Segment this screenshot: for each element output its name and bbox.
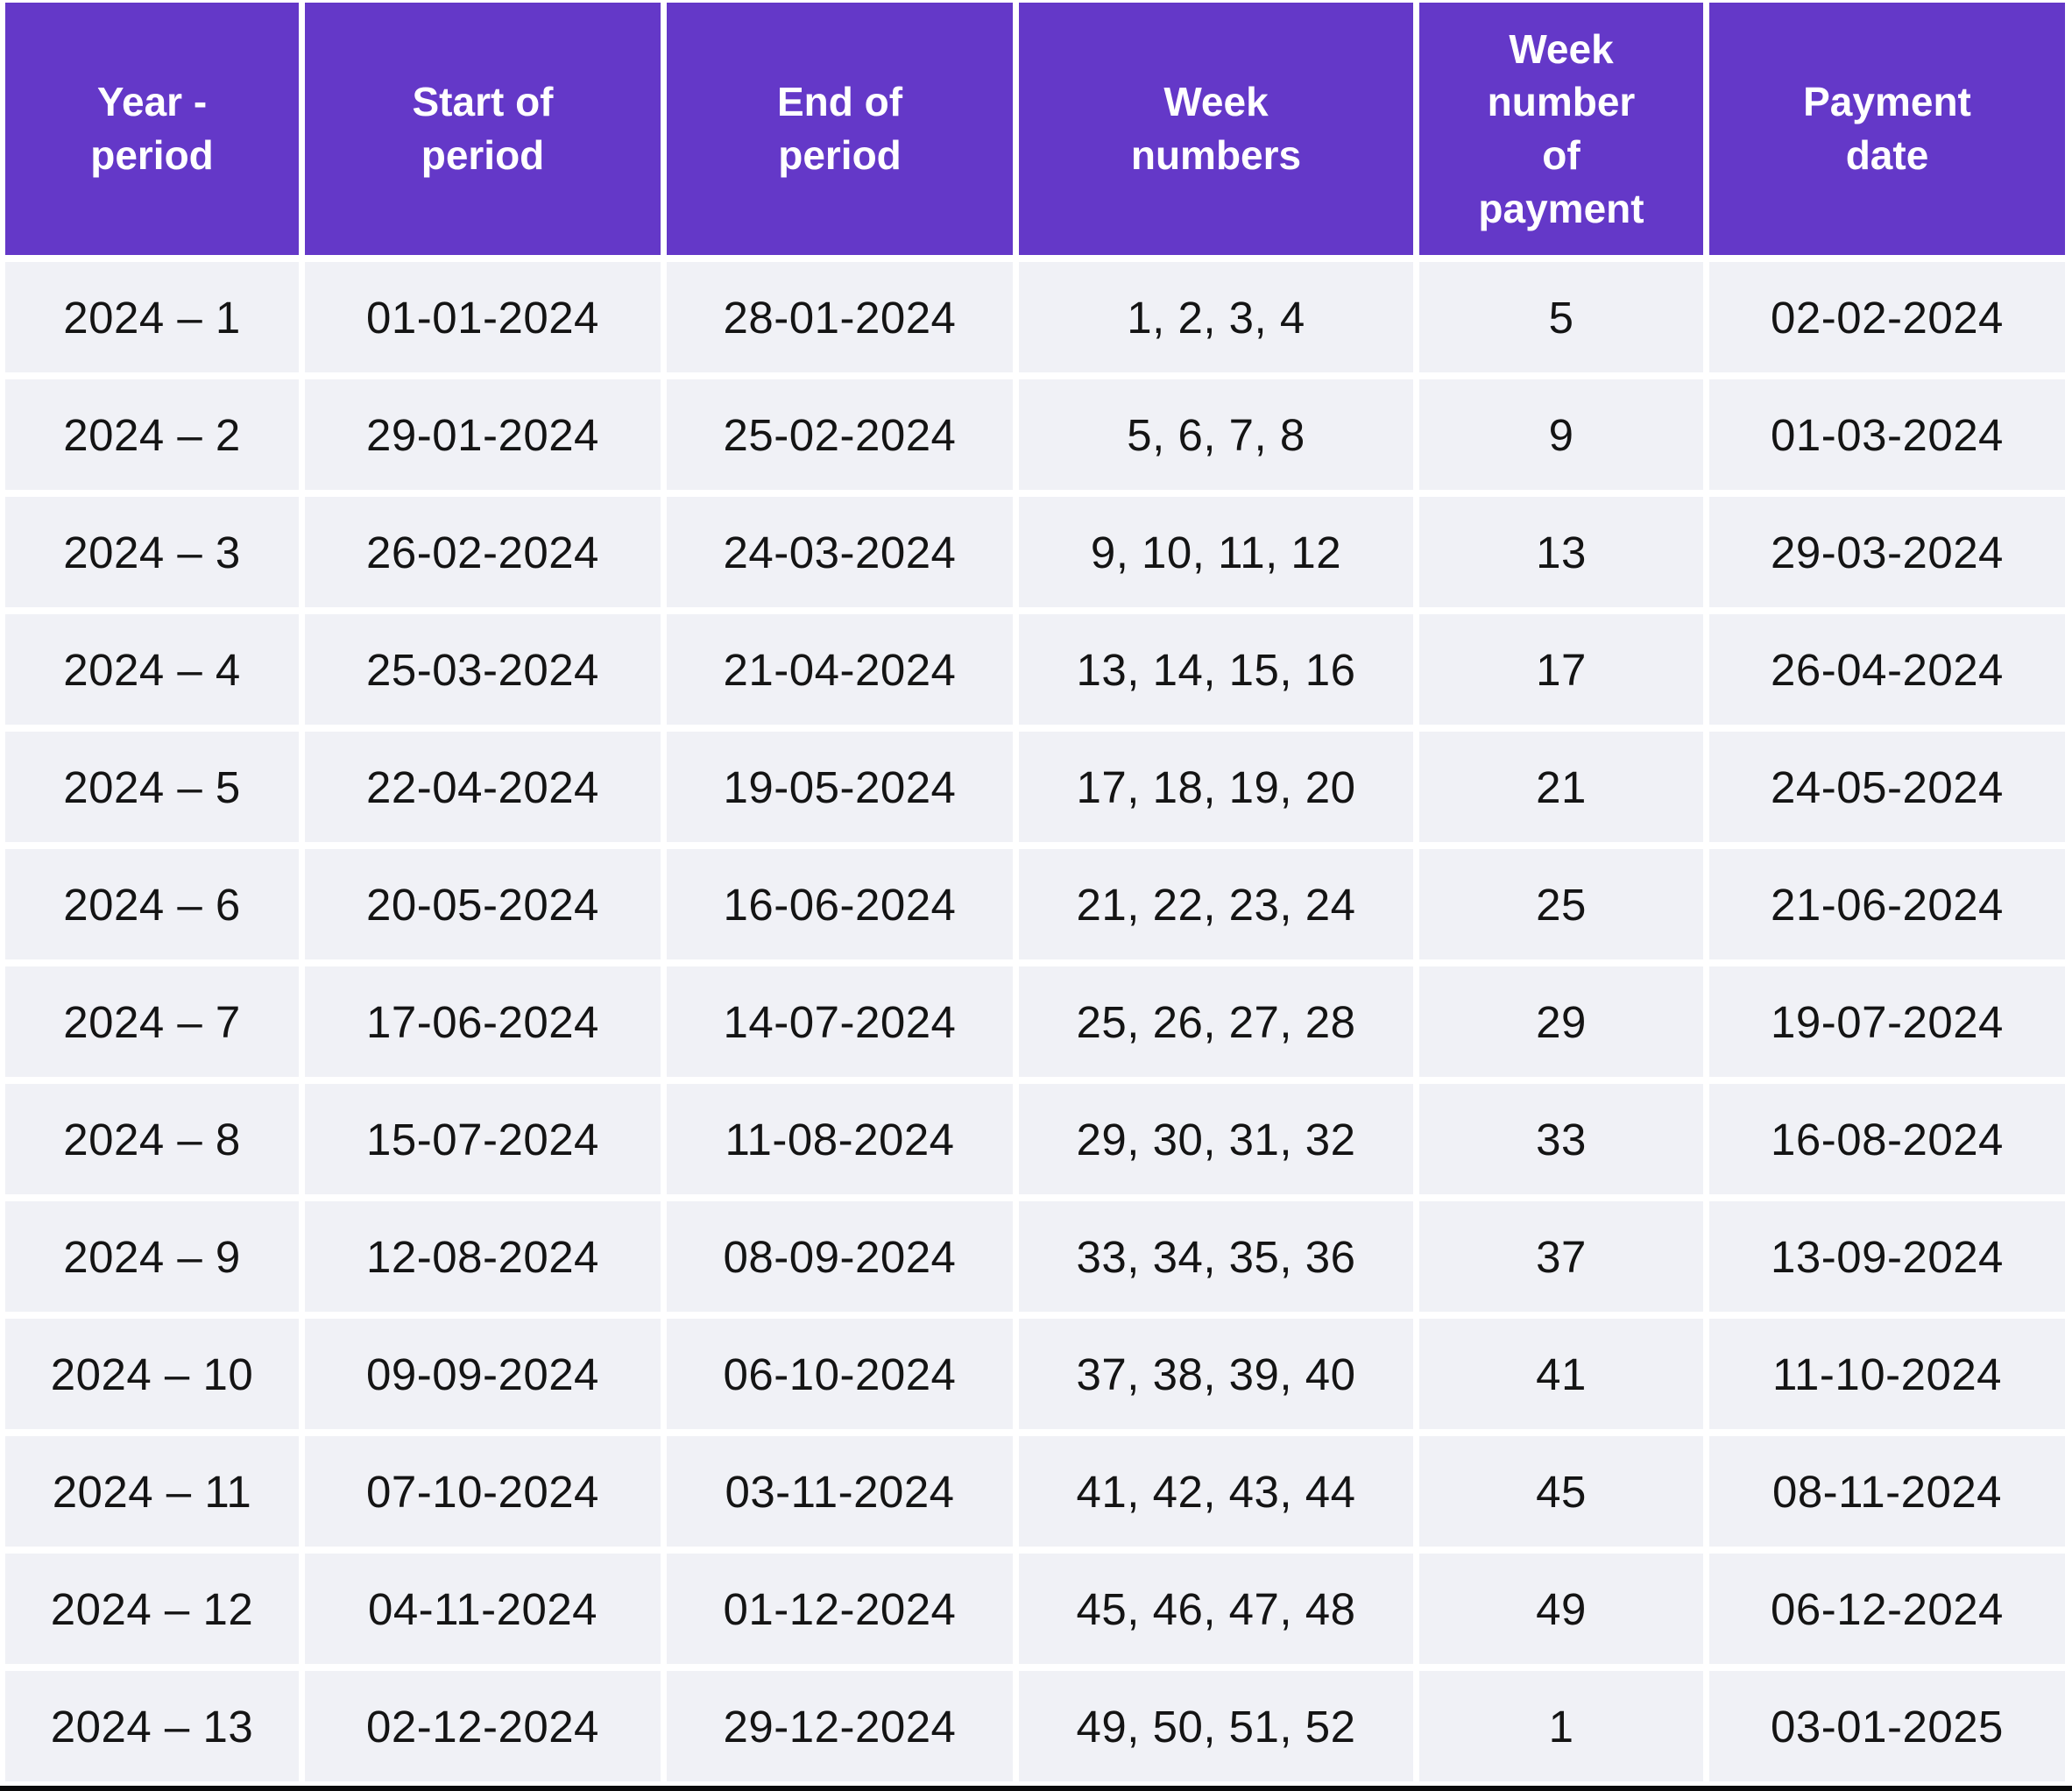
cell-week-numbers: 37, 38, 39, 40 bbox=[1019, 1319, 1413, 1429]
cell-start-of-period: 22-04-2024 bbox=[305, 732, 661, 842]
column-header-start-of-period: Start of period bbox=[305, 3, 661, 255]
cell-end-of-period: 28-01-2024 bbox=[667, 262, 1013, 372]
cell-year-period: 2024 – 13 bbox=[5, 1671, 299, 1781]
column-header-payment-week-number: Week number of payment bbox=[1419, 3, 1703, 255]
cell-end-of-period: 25-02-2024 bbox=[667, 379, 1013, 490]
cell-year-period: 2024 – 11 bbox=[5, 1436, 299, 1547]
cell-end-of-period: 11-08-2024 bbox=[667, 1084, 1013, 1194]
cell-year-period: 2024 – 8 bbox=[5, 1084, 299, 1194]
cell-week-numbers: 17, 18, 19, 20 bbox=[1019, 732, 1413, 842]
cell-end-of-period: 24-03-2024 bbox=[667, 497, 1013, 607]
cell-end-of-period: 03-11-2024 bbox=[667, 1436, 1013, 1547]
cell-payment-date: 24-05-2024 bbox=[1709, 732, 2065, 842]
cell-start-of-period: 02-12-2024 bbox=[305, 1671, 661, 1781]
cell-week-numbers: 33, 34, 35, 36 bbox=[1019, 1201, 1413, 1312]
cell-year-period: 2024 – 1 bbox=[5, 262, 299, 372]
cell-payment-week-number: 13 bbox=[1419, 497, 1703, 607]
cell-payment-date: 11-10-2024 bbox=[1709, 1319, 2065, 1429]
cell-start-of-period: 12-08-2024 bbox=[305, 1201, 661, 1312]
cell-start-of-period: 15-07-2024 bbox=[305, 1084, 661, 1194]
cell-year-period: 2024 – 10 bbox=[5, 1319, 299, 1429]
cell-end-of-period: 06-10-2024 bbox=[667, 1319, 1013, 1429]
cell-week-numbers: 21, 22, 23, 24 bbox=[1019, 849, 1413, 959]
cell-start-of-period: 20-05-2024 bbox=[305, 849, 661, 959]
cell-week-numbers: 5, 6, 7, 8 bbox=[1019, 379, 1413, 490]
column-header-week-numbers: Week numbers bbox=[1019, 3, 1413, 255]
cell-start-of-period: 29-01-2024 bbox=[305, 379, 661, 490]
cell-payment-date: 19-07-2024 bbox=[1709, 966, 2065, 1077]
column-header-end-of-period: End of period bbox=[667, 3, 1013, 255]
cell-payment-week-number: 49 bbox=[1419, 1554, 1703, 1664]
cell-week-numbers: 29, 30, 31, 32 bbox=[1019, 1084, 1413, 1194]
cell-payment-week-number: 25 bbox=[1419, 849, 1703, 959]
cell-year-period: 2024 – 7 bbox=[5, 966, 299, 1077]
cell-payment-week-number: 1 bbox=[1419, 1671, 1703, 1781]
column-header-year-period: Year - period bbox=[5, 3, 299, 255]
cell-payment-week-number: 45 bbox=[1419, 1436, 1703, 1547]
cell-end-of-period: 08-09-2024 bbox=[667, 1201, 1013, 1312]
cell-year-period: 2024 – 5 bbox=[5, 732, 299, 842]
cell-start-of-period: 09-09-2024 bbox=[305, 1319, 661, 1429]
cell-year-period: 2024 – 9 bbox=[5, 1201, 299, 1312]
cell-payment-week-number: 17 bbox=[1419, 614, 1703, 725]
cell-payment-week-number: 29 bbox=[1419, 966, 1703, 1077]
cell-payment-week-number: 41 bbox=[1419, 1319, 1703, 1429]
cell-payment-date: 29-03-2024 bbox=[1709, 497, 2065, 607]
cell-payment-date: 16-08-2024 bbox=[1709, 1084, 2065, 1194]
cell-payment-date: 26-04-2024 bbox=[1709, 614, 2065, 725]
cell-start-of-period: 01-01-2024 bbox=[305, 262, 661, 372]
cell-payment-week-number: 5 bbox=[1419, 262, 1703, 372]
cell-week-numbers: 25, 26, 27, 28 bbox=[1019, 966, 1413, 1077]
cell-week-numbers: 49, 50, 51, 52 bbox=[1019, 1671, 1413, 1781]
cell-year-period: 2024 – 2 bbox=[5, 379, 299, 490]
cell-end-of-period: 29-12-2024 bbox=[667, 1671, 1013, 1781]
cell-payment-date: 08-11-2024 bbox=[1709, 1436, 2065, 1547]
cell-year-period: 2024 – 6 bbox=[5, 849, 299, 959]
cell-payment-date: 21-06-2024 bbox=[1709, 849, 2065, 959]
cell-start-of-period: 26-02-2024 bbox=[305, 497, 661, 607]
cell-payment-week-number: 33 bbox=[1419, 1084, 1703, 1194]
cell-year-period: 2024 – 4 bbox=[5, 614, 299, 725]
cell-payment-week-number: 9 bbox=[1419, 379, 1703, 490]
cell-end-of-period: 16-06-2024 bbox=[667, 849, 1013, 959]
cell-start-of-period: 25-03-2024 bbox=[305, 614, 661, 725]
cell-payment-date: 06-12-2024 bbox=[1709, 1554, 2065, 1664]
cell-payment-date: 02-02-2024 bbox=[1709, 262, 2065, 372]
cell-payment-date: 03-01-2025 bbox=[1709, 1671, 2065, 1781]
cell-week-numbers: 45, 46, 47, 48 bbox=[1019, 1554, 1413, 1664]
cell-week-numbers: 9, 10, 11, 12 bbox=[1019, 497, 1413, 607]
cell-payment-date: 01-03-2024 bbox=[1709, 379, 2065, 490]
cell-week-numbers: 41, 42, 43, 44 bbox=[1019, 1436, 1413, 1547]
cell-end-of-period: 14-07-2024 bbox=[667, 966, 1013, 1077]
cell-week-numbers: 13, 14, 15, 16 bbox=[1019, 614, 1413, 725]
cell-end-of-period: 19-05-2024 bbox=[667, 732, 1013, 842]
cell-year-period: 2024 – 12 bbox=[5, 1554, 299, 1664]
bottom-border-bar bbox=[0, 1786, 2072, 1791]
cell-week-numbers: 1, 2, 3, 4 bbox=[1019, 262, 1413, 372]
column-header-payment-date: Payment date bbox=[1709, 3, 2065, 255]
cell-start-of-period: 07-10-2024 bbox=[305, 1436, 661, 1547]
cell-payment-week-number: 21 bbox=[1419, 732, 1703, 842]
table-grid: Year - period Start of period End of per… bbox=[5, 3, 2065, 1781]
cell-start-of-period: 17-06-2024 bbox=[305, 966, 661, 1077]
cell-payment-date: 13-09-2024 bbox=[1709, 1201, 2065, 1312]
cell-end-of-period: 21-04-2024 bbox=[667, 614, 1013, 725]
cell-year-period: 2024 – 3 bbox=[5, 497, 299, 607]
cell-payment-week-number: 37 bbox=[1419, 1201, 1703, 1312]
cell-start-of-period: 04-11-2024 bbox=[305, 1554, 661, 1664]
cell-end-of-period: 01-12-2024 bbox=[667, 1554, 1013, 1664]
